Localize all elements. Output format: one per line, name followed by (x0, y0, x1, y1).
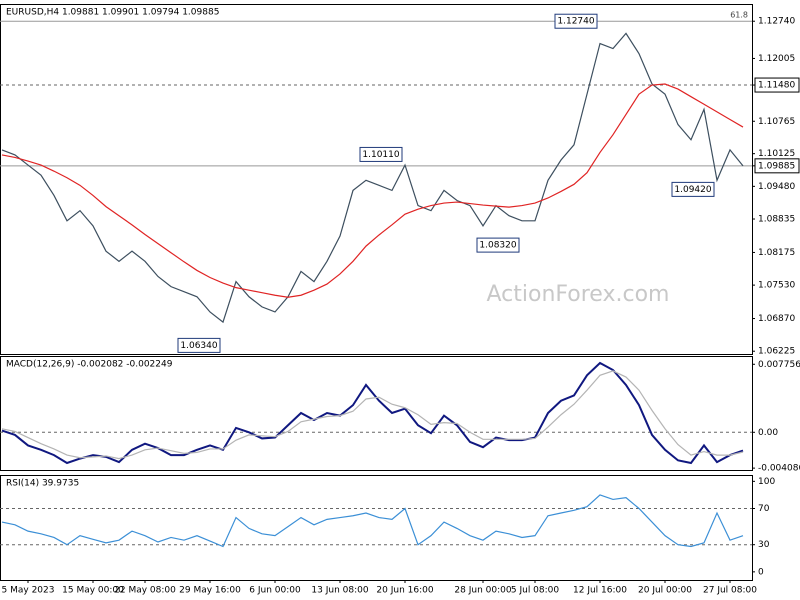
y-tick-label: 1.07530 (758, 281, 795, 291)
x-tick-label: 29 May 16:00 (179, 586, 241, 596)
y-tick-label: 1.10125 (758, 149, 795, 159)
annotation-label: 1.09420 (674, 185, 711, 195)
y-tick-label: 0.007756 (758, 360, 800, 370)
panel-frame (0, 475, 753, 581)
x-tick-label: 5 May 2023 (2, 586, 55, 596)
x-tick-label: 13 Jun 08:00 (311, 586, 368, 596)
x-tick-label: 22 May 08:00 (114, 586, 176, 596)
y-tick-label: 100 (758, 477, 775, 487)
y-tick-label: 1.10765 (758, 117, 795, 127)
annotation-box (476, 237, 520, 253)
panel-title: MACD(12,26,9) -0.002082 -0.002249 (6, 360, 173, 370)
x-tick-label: 6 Jun 00:00 (249, 586, 301, 596)
x-tick-label: 20 Jun 16:00 (376, 586, 433, 596)
annotation-label: 1.12740 (557, 17, 594, 27)
annotation-label: 1.08320 (479, 241, 516, 251)
y-tick-label: 1.12005 (758, 54, 795, 64)
watermark: ActionForex.com (487, 282, 670, 307)
series-line (1, 32, 744, 324)
x-tick-label: 27 Jul 08:00 (703, 586, 757, 596)
annotation-label: 1.06340 (180, 341, 217, 351)
annotation-box (671, 181, 715, 197)
x-tick-label: 20 Jul 00:00 (638, 586, 692, 596)
panel-frame (0, 4, 753, 355)
x-tick-label: 15 May 00:00 (62, 586, 124, 596)
y-tick-label: 1.08835 (758, 215, 795, 225)
y-tick-label: 1.09480 (758, 182, 795, 192)
series-line (1, 361, 744, 465)
y-tick-label: -0.004086 (758, 464, 800, 474)
annotation-label: 1.10110 (362, 150, 399, 160)
y-tick-label: 1.09885 (758, 161, 795, 171)
series-line (1, 370, 744, 460)
y-tick-label: 1.06225 (758, 347, 795, 357)
series-line (1, 83, 744, 298)
annotation-box (554, 13, 598, 29)
panel-title: EURUSD,H4 1.09881 1.09901 1.09794 1.0988… (6, 8, 219, 18)
series-line (1, 494, 744, 548)
y-tick-label: 70 (758, 504, 770, 514)
level-label: 61.8 (730, 11, 748, 20)
annotation-box (359, 146, 403, 162)
y-tick-label: 1.08175 (758, 248, 795, 258)
x-tick-label: 12 Jul 16:00 (573, 586, 627, 596)
y-tick-label: 1.11480 (758, 81, 795, 91)
x-tick-label: 5 Jul 08:00 (511, 586, 560, 596)
annotation-box (177, 337, 221, 353)
panel-title: RSI(14) 39.9735 (6, 479, 79, 489)
panel-frame (0, 356, 753, 471)
y-tick-label: 0 (758, 567, 764, 577)
y-tick-label: 1.06870 (758, 314, 795, 324)
x-tick-label: 28 Jun 00:00 (454, 586, 511, 596)
y-tick-label: 30 (758, 540, 770, 550)
y-tick-label: 1.12740 (758, 17, 795, 27)
y-tick-label: 0.00 (758, 428, 778, 438)
